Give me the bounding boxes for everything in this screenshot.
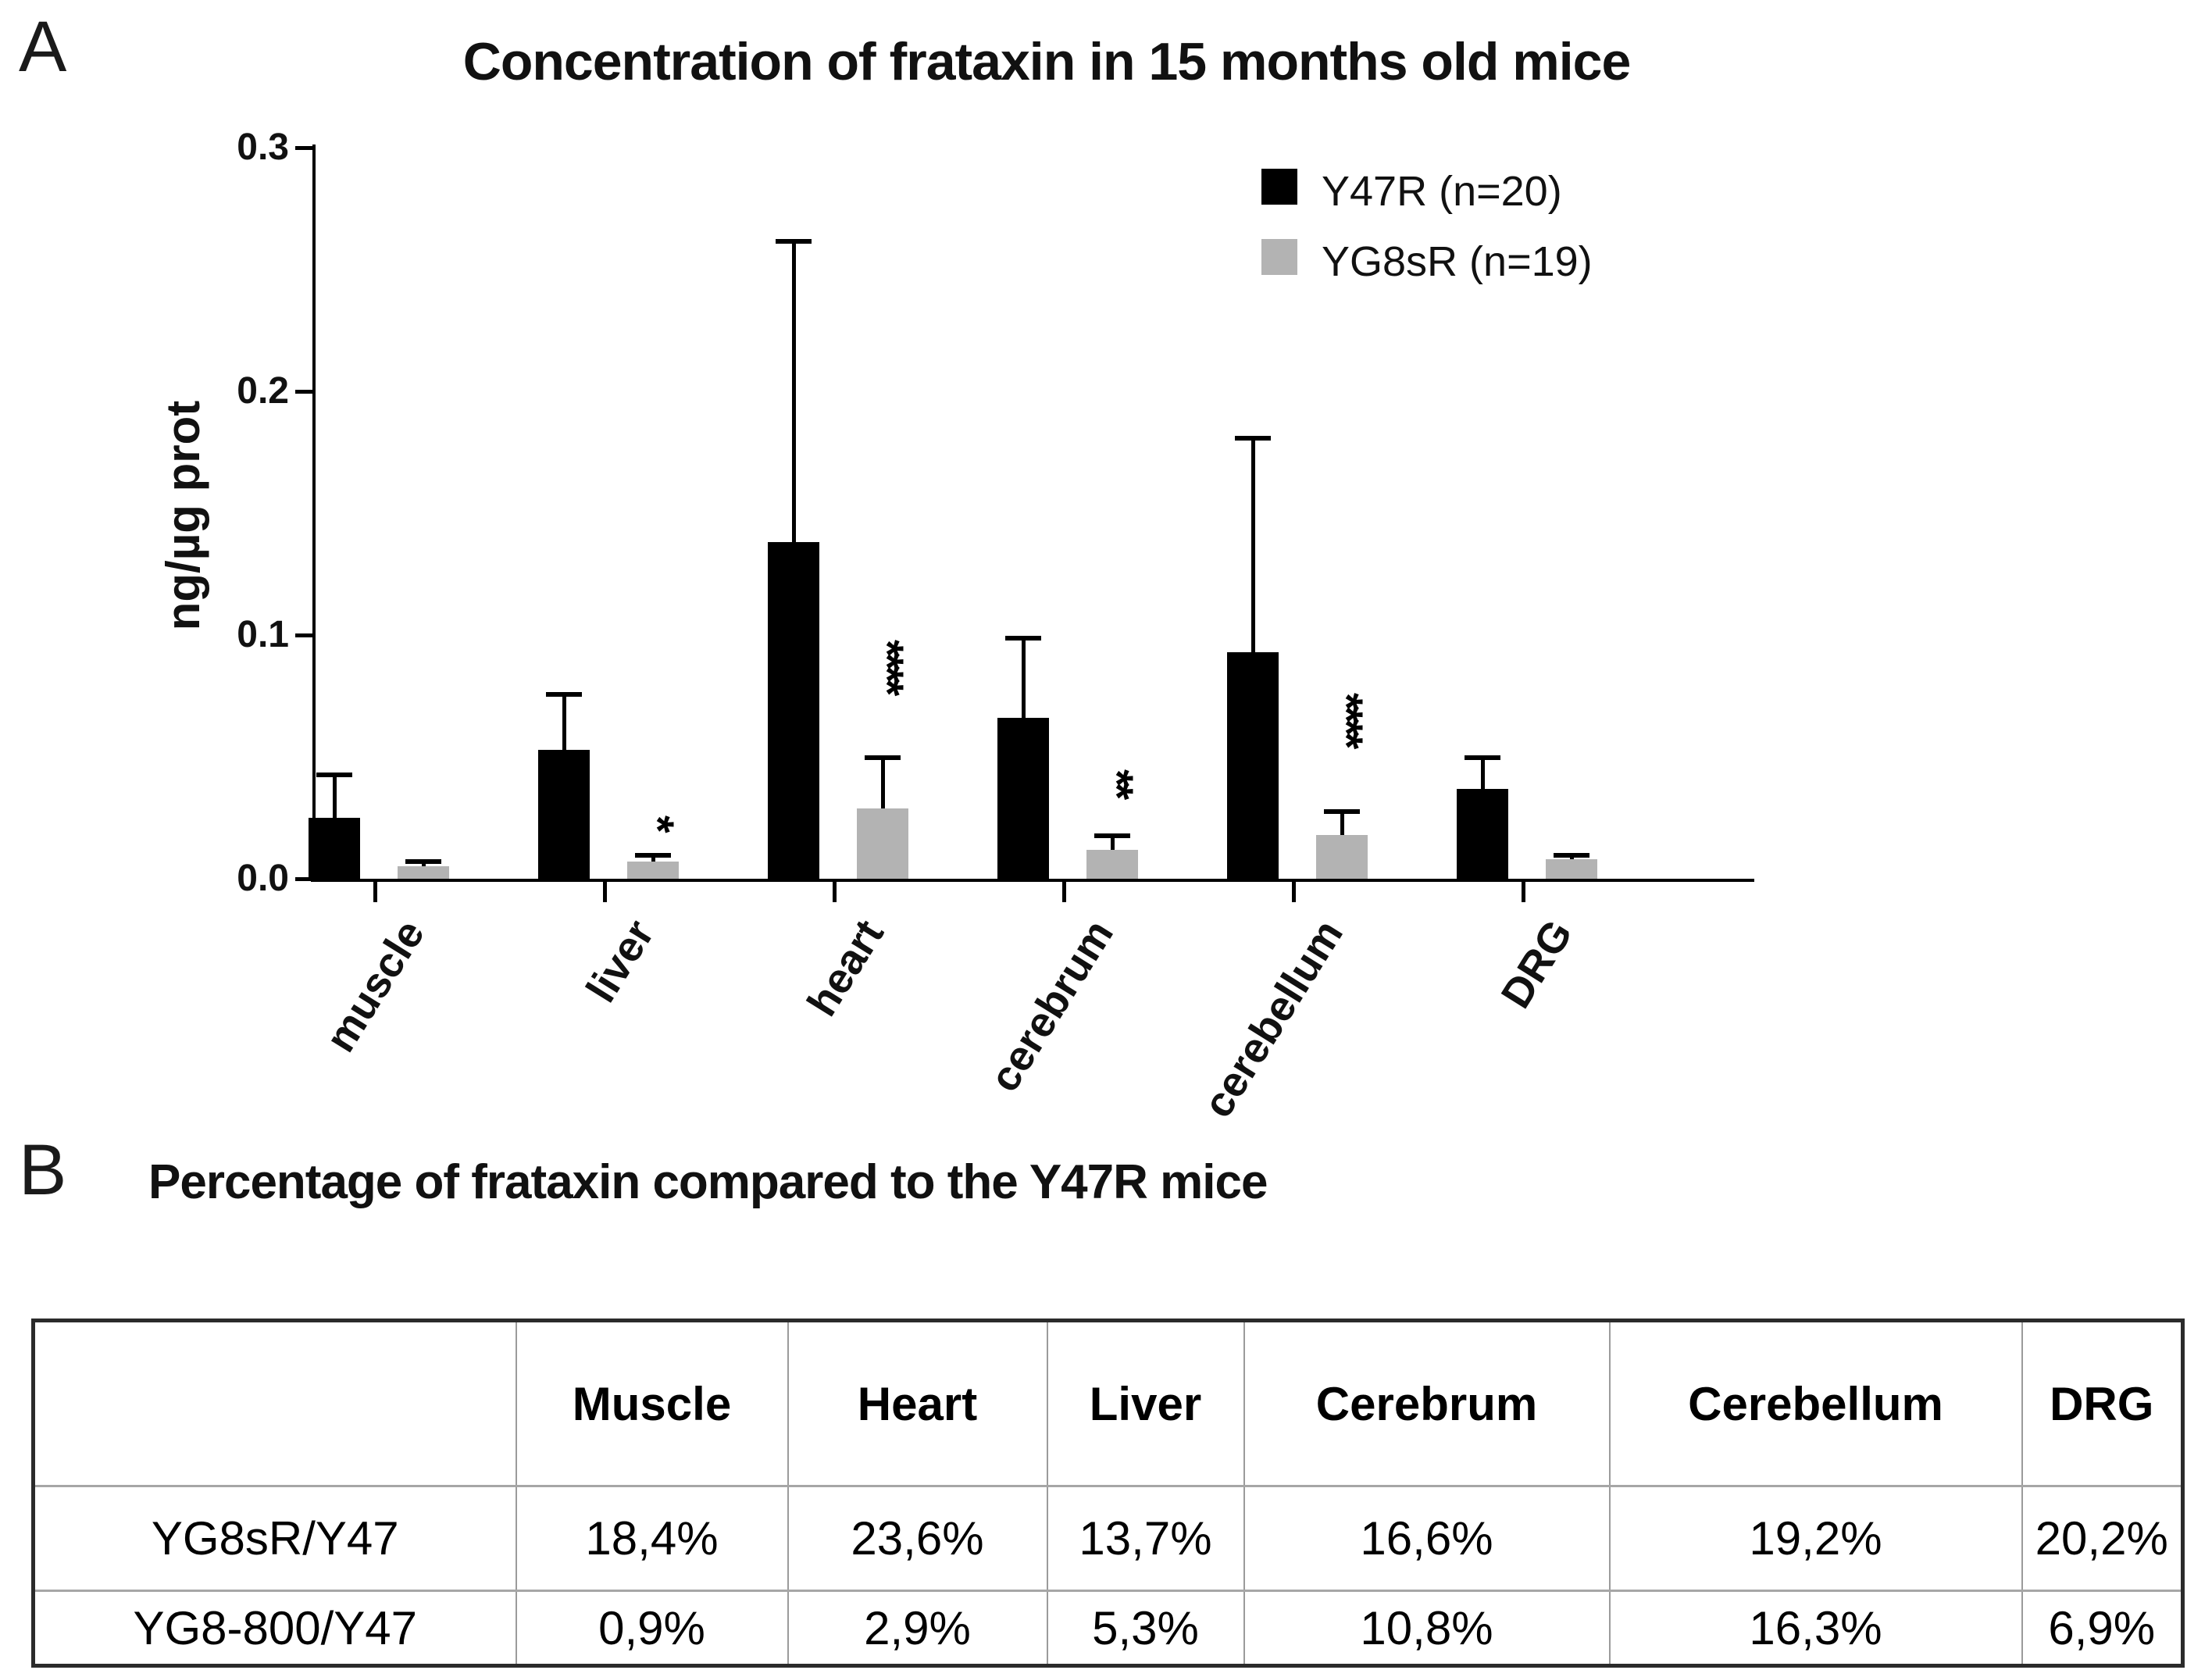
- error-line-y47r-liver: [562, 693, 566, 750]
- error-cap-y47r-cerebellum: [1235, 436, 1271, 441]
- significance-stars-cerebellum: ****: [1321, 693, 1372, 745]
- table-cell: 16,6%: [1243, 1485, 1611, 1592]
- y-tick-label: 0.1: [237, 614, 289, 655]
- bar-yg8sr-heart: [857, 808, 908, 879]
- significance-stars-liver: *: [632, 815, 683, 829]
- bar-y47r-heart: [768, 542, 819, 879]
- header-cell-empty: [32, 1319, 517, 1487]
- table-cell: 20,2%: [2021, 1485, 2184, 1592]
- y-tick-label: 0.3: [237, 127, 289, 168]
- y-tick-label: 0.0: [237, 858, 289, 899]
- bar-yg8sr-cerebrum: [1086, 849, 1138, 879]
- error-cap-yg8sr-muscle: [405, 858, 441, 864]
- x-tick: [373, 882, 377, 902]
- table-cell: 5,3%: [1046, 1590, 1245, 1667]
- table-cell: 13,7%: [1046, 1485, 1245, 1592]
- x-tick: [603, 882, 607, 902]
- error-line-yg8sr-cerebrum: [1111, 834, 1115, 850]
- y-tick-label: 0.2: [237, 370, 289, 412]
- x-axis-line: [311, 879, 1754, 882]
- error-cap-y47r-muscle: [316, 772, 352, 777]
- x-tick: [1062, 882, 1066, 902]
- header-cell-cerebrum: Cerebrum: [1243, 1319, 1611, 1487]
- error-cap-yg8sr-DRG: [1554, 852, 1589, 858]
- table-cell: 0,9%: [515, 1590, 789, 1667]
- table-cell: 2,9%: [787, 1590, 1048, 1667]
- bar-y47r-cerebrum: [997, 718, 1049, 879]
- percentage-table: Muscle Heart Liver Cerebrum Cerebellum DRG YG8…: [31, 1319, 2185, 1668]
- x-category-label: DRG: [1492, 912, 1582, 1017]
- x-tick: [833, 882, 837, 902]
- error-line-y47r-DRG: [1481, 757, 1485, 789]
- error-line-yg8sr-heart: [881, 757, 885, 808]
- table-cell: 16,3%: [1608, 1590, 2023, 1667]
- table-row: YG8-800/Y47 0,9% 2,9% 5,3% 10,8% 16,3% 6,9%: [32, 1590, 2184, 1667]
- bar-yg8sr-muscle: [398, 866, 449, 879]
- x-tick: [1292, 882, 1296, 902]
- error-line-y47r-cerebellum: [1251, 437, 1255, 652]
- table-row: YG8sR/Y47 18,4% 23,6% 13,7% 16,6% 19,2% 20,2%: [32, 1485, 2184, 1592]
- x-tick: [1522, 882, 1525, 902]
- error-cap-y47r-liver: [546, 691, 582, 697]
- table-title: Percentage of frataxin compared to the Y…: [148, 1155, 1268, 1209]
- error-line-y47r-heart: [792, 240, 796, 543]
- error-line-yg8sr-cerebellum: [1340, 810, 1344, 835]
- legend-swatch-yg8sr: [1261, 239, 1297, 275]
- header-cell-drg: DRG: [2021, 1319, 2184, 1487]
- error-cap-yg8sr-liver: [635, 852, 671, 858]
- y-tick: [295, 146, 314, 150]
- legend-label-yg8sr: YG8sR (n=19): [1322, 238, 1593, 285]
- y-tick: [295, 390, 314, 394]
- error-cap-y47r-DRG: [1465, 755, 1500, 760]
- panel-a-label: A: [19, 7, 67, 87]
- error-cap-yg8sr-cerebellum: [1324, 808, 1360, 814]
- error-cap-yg8sr-heart: [865, 755, 901, 760]
- significance-stars-cerebrum: **: [1091, 769, 1142, 796]
- bar-y47r-muscle: [309, 818, 360, 879]
- header-cell-cerebellum: Cerebellum: [1608, 1319, 2023, 1487]
- bar-yg8sr-liver: [627, 862, 679, 879]
- legend-swatch-y47r: [1261, 169, 1297, 205]
- chart-title: Concentration of frataxin in 15 months o…: [462, 32, 1632, 91]
- header-cell-muscle: Muscle: [515, 1319, 789, 1487]
- bar-y47r-liver: [538, 749, 590, 879]
- header-cell-heart: Heart: [787, 1319, 1048, 1487]
- table-cell: 23,6%: [787, 1485, 1048, 1592]
- error-line-y47r-cerebrum: [1022, 637, 1026, 719]
- table-cell: 10,8%: [1243, 1590, 1611, 1667]
- error-line-y47r-muscle: [333, 773, 337, 818]
- row-label: YG8sR/Y47: [32, 1485, 517, 1592]
- table-cell: 6,9%: [2021, 1590, 2184, 1667]
- bar-y47r-cerebellum: [1227, 651, 1279, 879]
- y-axis-line: [312, 145, 316, 882]
- error-line-yg8sr-liver: [651, 854, 655, 862]
- significance-stars-heart: ****: [862, 639, 912, 692]
- table-header-row: Muscle Heart Liver Cerebrum Cerebellum DRG: [32, 1319, 2184, 1487]
- bar-yg8sr-cerebellum: [1316, 834, 1368, 879]
- legend-label-y47r: Y47R (n=20): [1322, 168, 1562, 215]
- frataxin-bar-chart: Y47R (n=20) YG8sR (n=19) 0.0 0.1 0.2 0.3 mus…: [237, 127, 1754, 1126]
- error-cap-yg8sr-cerebrum: [1094, 833, 1130, 838]
- table-cell: 19,2%: [1608, 1485, 2023, 1592]
- header-cell-liver: Liver: [1046, 1319, 1245, 1487]
- y-tick: [295, 877, 314, 881]
- y-tick: [295, 633, 314, 637]
- bar-y47r-DRG: [1457, 788, 1508, 879]
- table-cell: 18,4%: [515, 1485, 789, 1592]
- error-cap-y47r-heart: [776, 238, 812, 244]
- row-label: YG8-800/Y47: [32, 1590, 517, 1667]
- bar-yg8sr-DRG: [1546, 859, 1597, 879]
- error-cap-y47r-cerebrum: [1005, 636, 1041, 641]
- panel-b-label: B: [19, 1130, 67, 1210]
